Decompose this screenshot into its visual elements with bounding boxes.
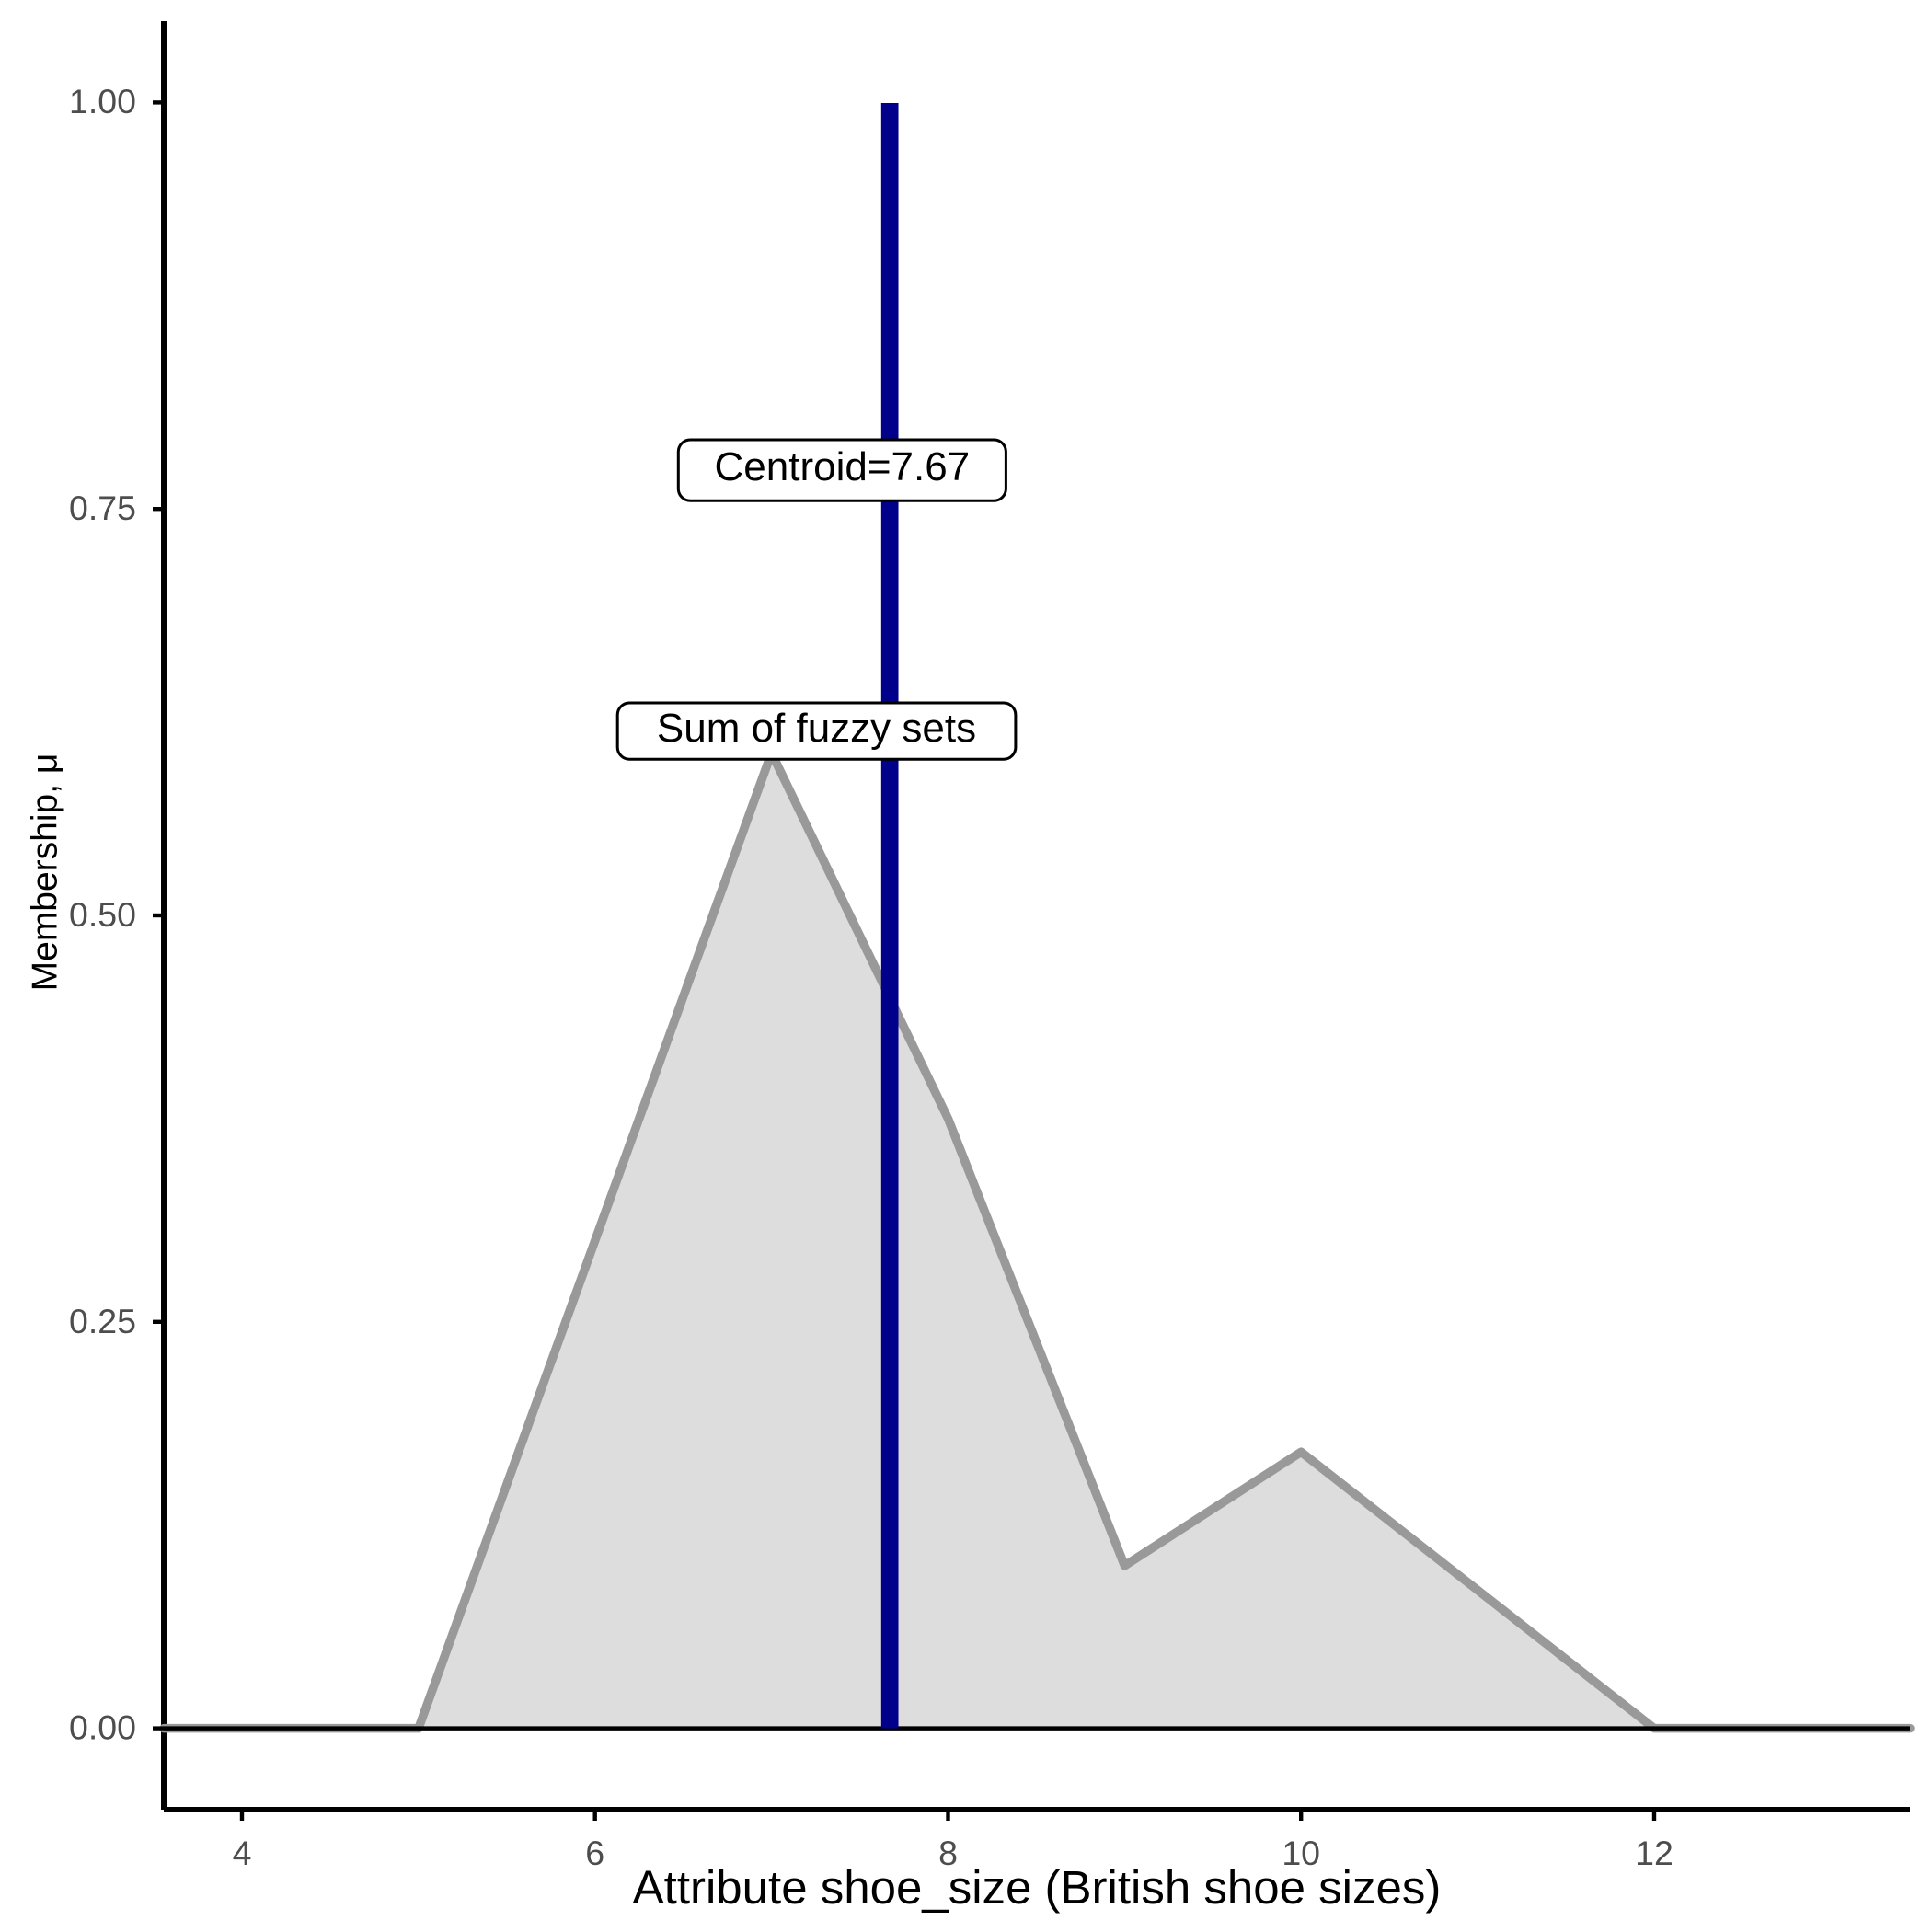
svg-text:0.50: 0.50 [69, 895, 136, 934]
svg-text:0.75: 0.75 [69, 489, 136, 527]
svg-text:0.00: 0.00 [69, 1708, 136, 1747]
svg-text:Membership, μ: Membership, μ [26, 753, 65, 992]
svg-text:6: 6 [585, 1834, 604, 1872]
svg-text:0.25: 0.25 [69, 1302, 136, 1340]
svg-text:Sum of fuzzy sets: Sum of fuzzy sets [657, 706, 976, 751]
svg-text:12: 12 [1635, 1834, 1673, 1872]
svg-text:Centroid=7.67: Centroid=7.67 [715, 444, 971, 489]
svg-text:Attribute shoe_size (British s: Attribute shoe_size (British shoe sizes) [633, 1861, 1442, 1914]
svg-text:1.00: 1.00 [69, 82, 136, 121]
svg-text:4: 4 [233, 1834, 252, 1872]
